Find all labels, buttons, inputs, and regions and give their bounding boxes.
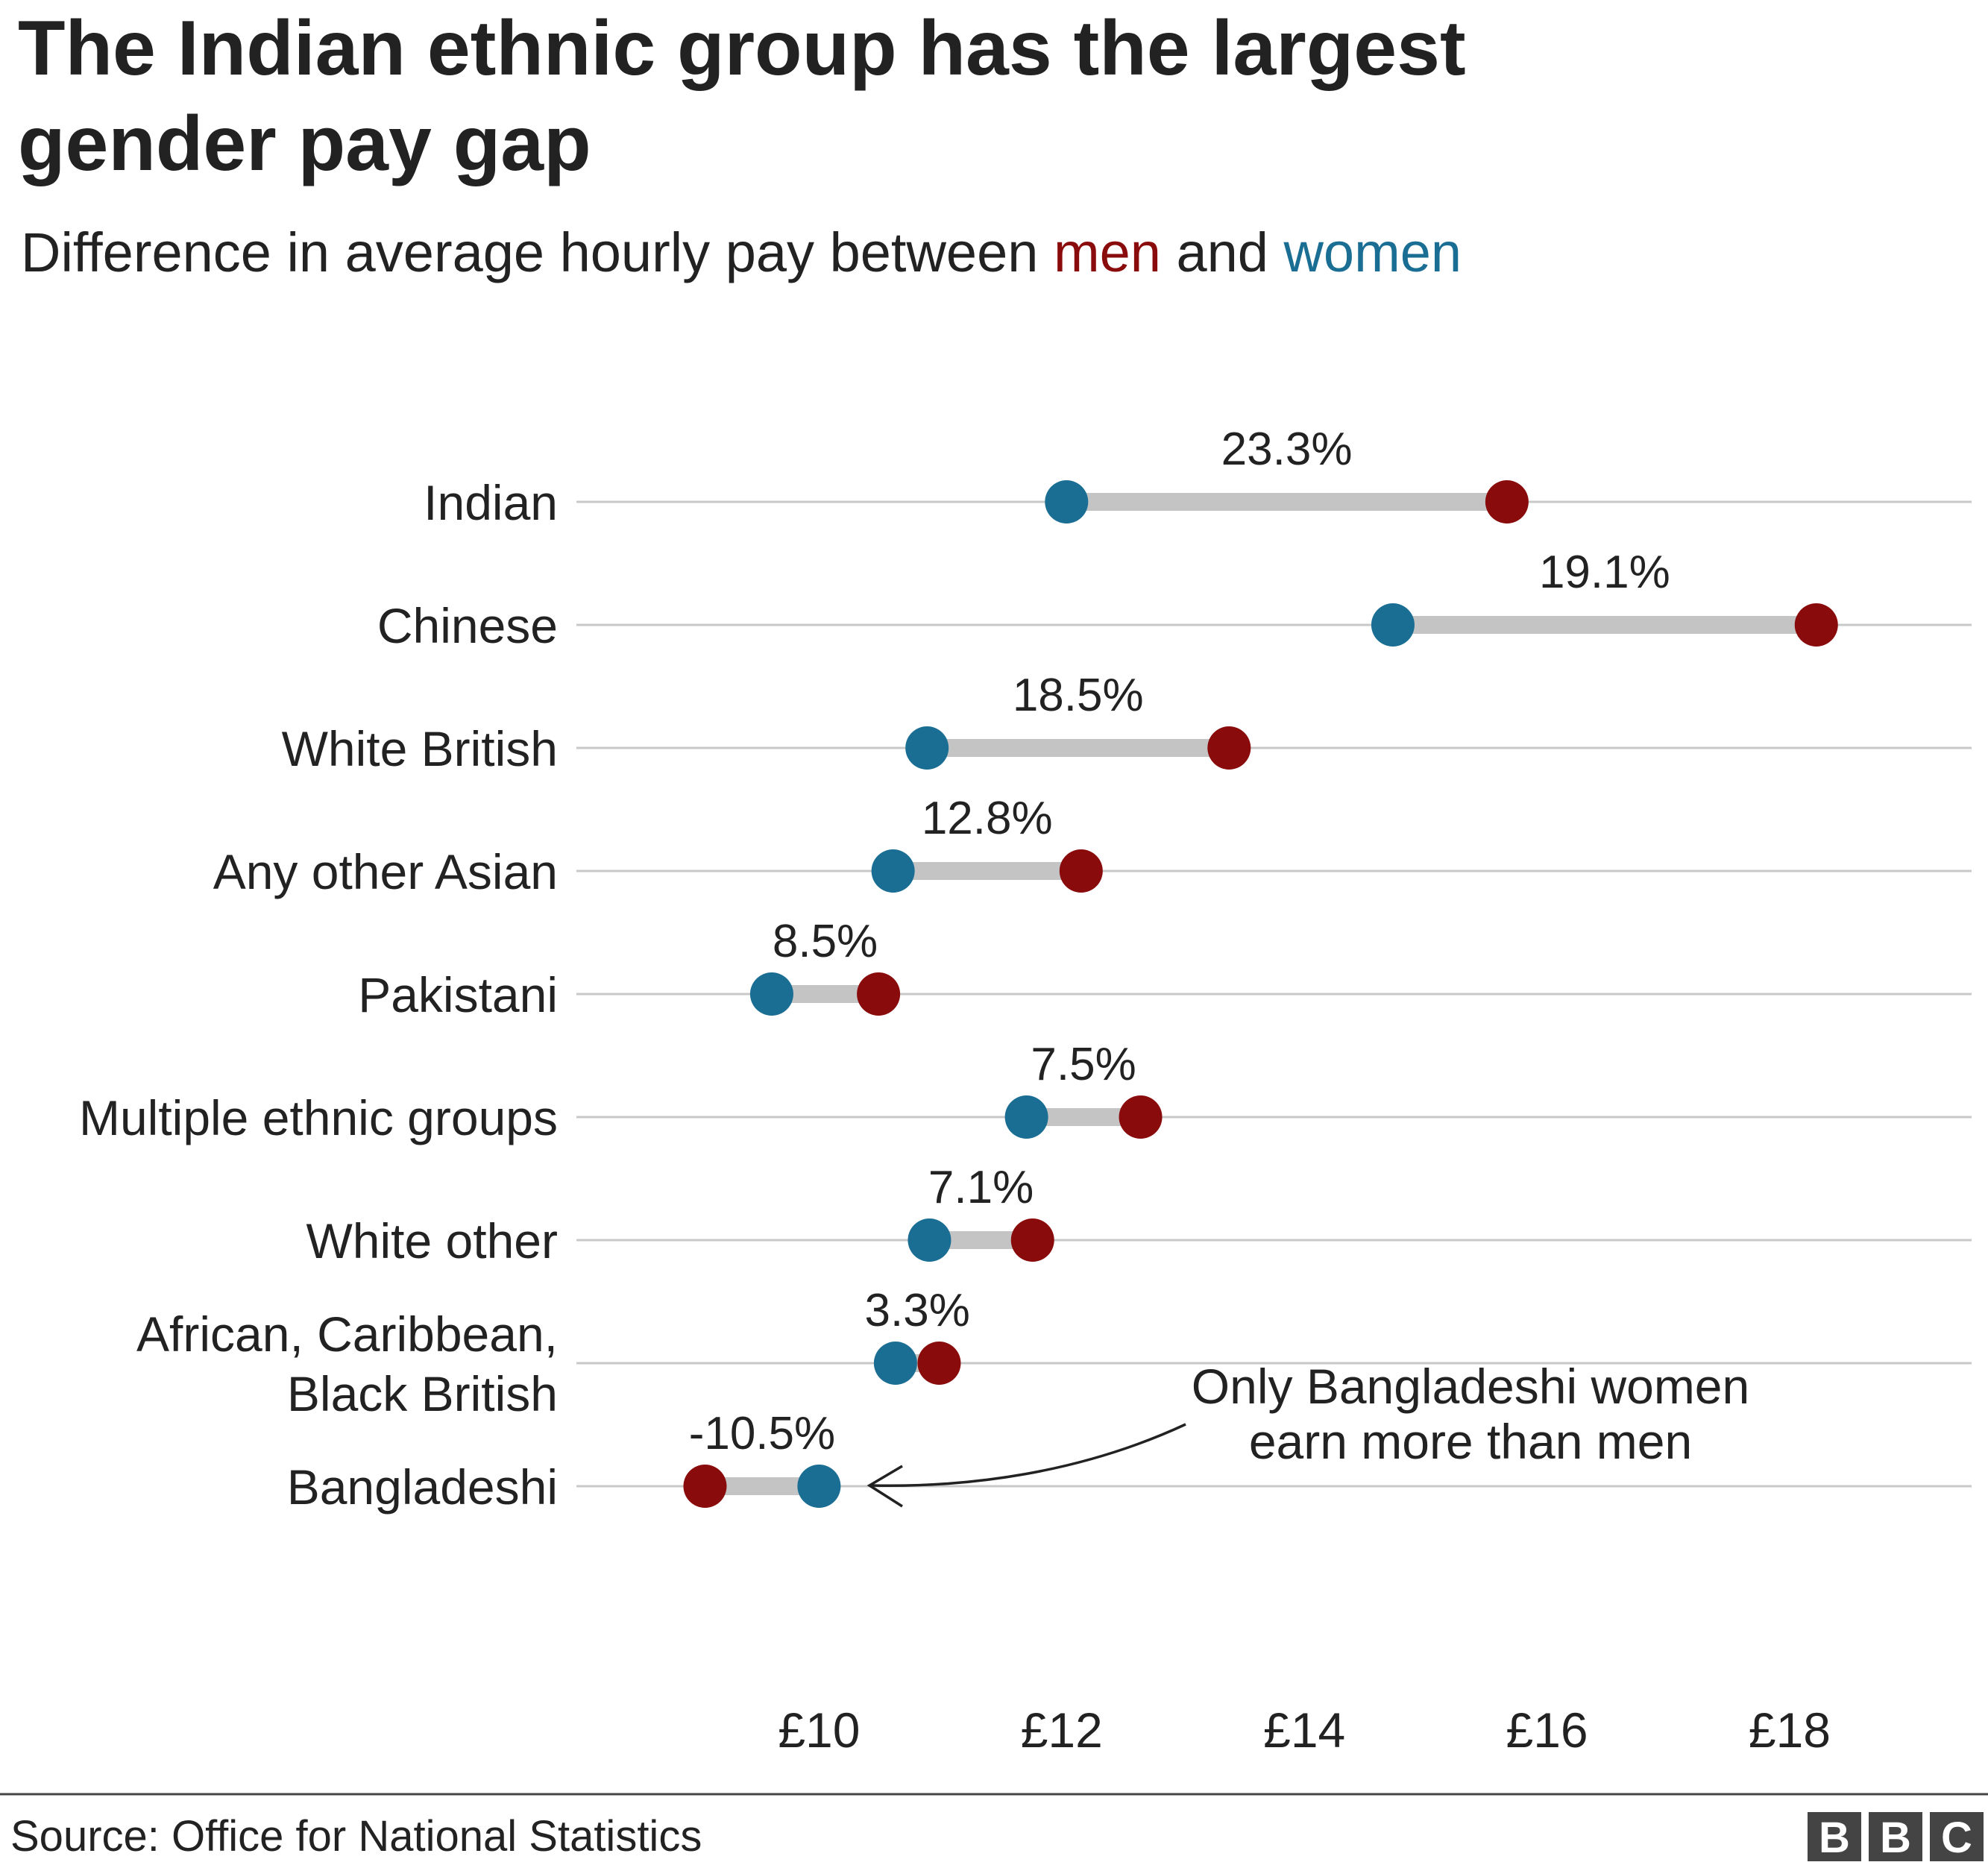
dot-men xyxy=(1059,849,1103,893)
dot-women xyxy=(1045,480,1089,523)
logo-letter: C xyxy=(1941,1814,1972,1862)
subtitle-text: Difference in average hourly pay between xyxy=(21,221,1038,283)
value-label: 7.5% xyxy=(1031,1039,1136,1090)
logo-letter: B xyxy=(1819,1814,1850,1862)
logo-box xyxy=(1808,1812,1861,1861)
value-label: 3.3% xyxy=(865,1285,970,1336)
x-tick-label: £12 xyxy=(1021,1702,1103,1758)
x-tick-label: £16 xyxy=(1506,1702,1588,1758)
annotation: Only Bangladeshi women xyxy=(1192,1359,1749,1414)
dot-women xyxy=(1004,1095,1048,1139)
dot-women xyxy=(871,849,915,893)
y-tick-label: White other xyxy=(306,1213,558,1268)
dot-women xyxy=(797,1465,841,1508)
y-tick-label: Black British xyxy=(287,1366,558,1421)
dot-men xyxy=(1794,603,1838,647)
plot-area: £10 £12 £14 £16 £18 Indian 23.3% Chinese 19.1% Wh… xyxy=(79,424,1972,1758)
x-tick-label: £18 xyxy=(1749,1702,1831,1758)
dot-men xyxy=(683,1465,727,1508)
bbc-logo: B B C xyxy=(1808,1812,1984,1862)
value-label: 19.1% xyxy=(1539,547,1670,598)
x-tick-label: £10 xyxy=(778,1702,860,1758)
y-tick-label: Any other Asian xyxy=(213,844,558,899)
chart-title: gender pay gap xyxy=(18,101,591,187)
source: Source: Office for National Statistics xyxy=(10,1812,702,1861)
subtitle-men: men xyxy=(1054,221,1161,283)
y-tick-label: Indian xyxy=(424,475,558,530)
value-label: 23.3% xyxy=(1221,424,1353,475)
dot-men xyxy=(1485,480,1529,523)
dot-women xyxy=(873,1342,917,1385)
dot-women xyxy=(749,972,793,1016)
logo-letter: B xyxy=(1880,1814,1911,1862)
dot-men xyxy=(1010,1218,1054,1262)
dot-men xyxy=(857,972,901,1016)
dot-men xyxy=(1207,726,1251,770)
chart-title: The Indian ethnic group has the largest xyxy=(18,5,1466,92)
value-label: -10.5% xyxy=(689,1408,835,1459)
y-tick-label: Pakistani xyxy=(358,967,558,1022)
arrow-head xyxy=(866,1465,903,1508)
y-tick-label: African, Caribbean, xyxy=(136,1306,558,1362)
value-label: 8.5% xyxy=(773,916,878,967)
dot-men xyxy=(1119,1095,1163,1139)
annotation: earn more than men xyxy=(1249,1414,1692,1469)
dot-women xyxy=(905,726,949,770)
y-tick-label: Chinese xyxy=(377,598,558,653)
chart-subtitle: Difference in average hourly pay between… xyxy=(21,221,1462,283)
logo-box xyxy=(1869,1812,1922,1861)
value-label: 7.1% xyxy=(928,1162,1034,1213)
logo-box xyxy=(1930,1812,1984,1861)
annotation-arrow xyxy=(870,1423,1186,1488)
dot-men xyxy=(917,1342,961,1385)
dot-women xyxy=(1371,603,1415,647)
y-tick-label: White British xyxy=(282,721,558,776)
value-label: 18.5% xyxy=(1013,670,1144,721)
subtitle-women: women xyxy=(1283,221,1462,283)
y-tick-label: Multiple ethnic groups xyxy=(79,1090,558,1145)
value-label: 12.8% xyxy=(922,793,1053,844)
y-tick-label: Bangladeshi xyxy=(287,1459,558,1515)
x-tick-label: £14 xyxy=(1263,1702,1345,1758)
dot-women xyxy=(908,1218,951,1262)
subtitle-text: and xyxy=(1176,221,1268,283)
